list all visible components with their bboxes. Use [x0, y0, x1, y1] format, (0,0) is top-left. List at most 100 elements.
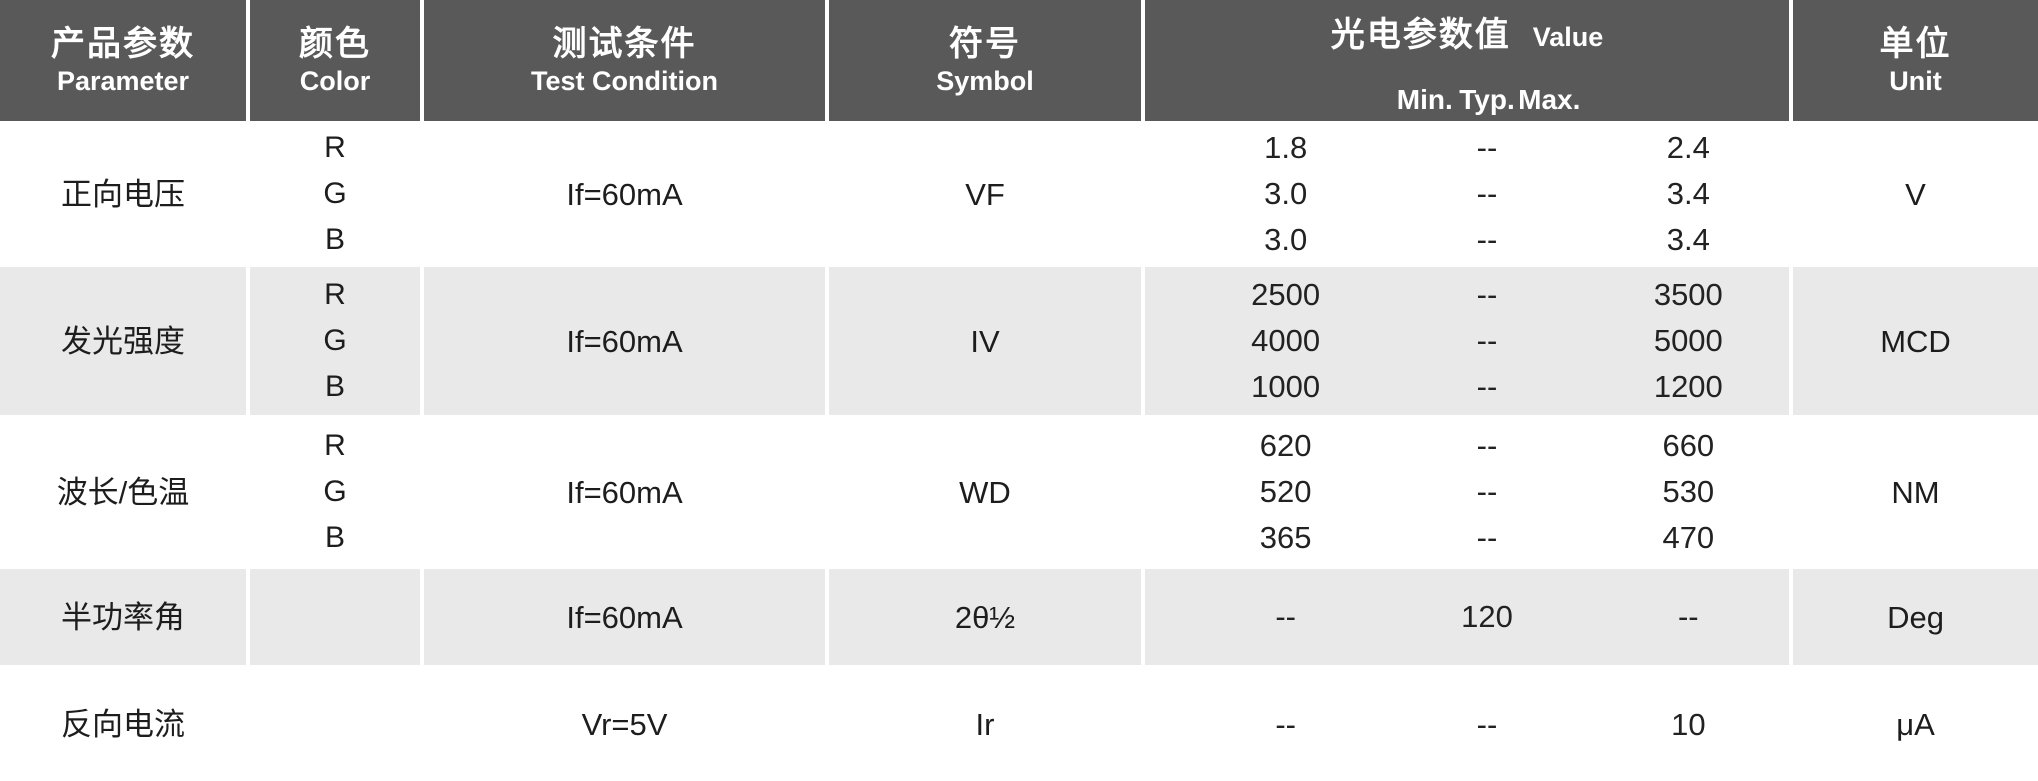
- unit-value: MCD: [1880, 323, 1951, 359]
- min-values: 2500 4000 1000: [1251, 272, 1320, 410]
- unit-value: V: [1905, 176, 1926, 212]
- value-line: R: [324, 131, 346, 164]
- header-cell-parameter: 产品参数 Parameter: [0, 0, 250, 121]
- color-cell: [250, 668, 424, 781]
- table-row: 半功率角 If=60mA 2θ½ -- 120 -- Deg: [0, 569, 2038, 665]
- max-values: 2.4 3.4 3.4: [1667, 125, 1710, 263]
- header-cell-value-group: 光电参数值 Value Min. Typ. Max.: [1145, 0, 1793, 121]
- unit-cell: V: [1793, 124, 2038, 264]
- parameter-label: 波长/色温: [56, 474, 190, 510]
- value-line: --: [1476, 428, 1498, 463]
- unit-value: Deg: [1887, 599, 1944, 635]
- unit-cell: MCD: [1793, 267, 2038, 415]
- value-line: --: [1476, 520, 1498, 555]
- value-line: 3500: [1653, 277, 1723, 312]
- header-cell-test-condition: 测试条件 Test Condition: [424, 0, 829, 121]
- value-line: 3.0: [1264, 222, 1308, 257]
- typ-values: -- -- --: [1477, 125, 1498, 263]
- typ-values: 120: [1461, 594, 1513, 640]
- min-values: 620 520 365: [1260, 423, 1312, 561]
- color-cell: [250, 569, 424, 665]
- symbol-value: VF: [965, 176, 1005, 212]
- value-line: --: [1677, 599, 1699, 634]
- typ-values: -- -- --: [1477, 272, 1498, 410]
- value-cell: -- 120 --: [1145, 569, 1793, 665]
- value-line: --: [1476, 277, 1498, 312]
- value-line: 3.4: [1666, 176, 1710, 211]
- symbol-value: Ir: [975, 707, 995, 742]
- header-parameter-en: Parameter: [56, 65, 190, 96]
- header-unit-en: Unit: [1889, 65, 1942, 96]
- header-typ: Typ.: [1459, 83, 1515, 115]
- value-line: R: [324, 278, 346, 311]
- parameter-label: 发光强度: [61, 323, 185, 359]
- value-line: --: [1476, 130, 1498, 165]
- header-unit-zh: 单位: [1879, 24, 1952, 63]
- value-line: --: [1476, 222, 1498, 257]
- symbol-value: WD: [959, 474, 1011, 510]
- min-values: --: [1275, 594, 1296, 640]
- parameter-label: 正向电压: [61, 176, 185, 212]
- header-min: Min.: [1396, 83, 1453, 115]
- symbol-value: 2θ½: [954, 599, 1016, 635]
- header-color-zh: 颜色: [299, 24, 371, 63]
- test-condition-value: Vr=5V: [581, 707, 668, 742]
- value-line: R: [324, 429, 346, 462]
- unit-value: NM: [1891, 474, 1940, 510]
- value-line: 530: [1662, 474, 1715, 509]
- value-line: G: [323, 177, 347, 210]
- parameter-cell: 发光强度: [0, 267, 250, 415]
- typ-values: -- -- --: [1477, 423, 1498, 561]
- test-condition-cell: If=60mA: [424, 124, 829, 264]
- value-line: --: [1476, 369, 1498, 404]
- table-header: 产品参数 Parameter 颜色 Color 测试条件 Test Condit…: [0, 0, 2038, 121]
- value-line: 3.0: [1264, 176, 1308, 211]
- value-cell: 2500 4000 1000 -- -- -- 3500 5000 1200: [1145, 267, 1793, 415]
- test-condition-cell: If=60mA: [424, 267, 829, 415]
- value-line: 660: [1662, 428, 1715, 463]
- symbol-cell: Ir: [829, 668, 1145, 781]
- value-line: B: [324, 370, 345, 403]
- value-line: --: [1476, 706, 1498, 742]
- header-value-title: 光电参数值 Value: [1331, 0, 1604, 74]
- value-line: --: [1476, 323, 1498, 358]
- parameter-cell: 正向电压: [0, 124, 250, 264]
- header-color-en: Color: [299, 65, 371, 96]
- header-cell-symbol: 符号 Symbol: [829, 0, 1145, 121]
- value-line: B: [324, 521, 345, 554]
- parameter-cell: 反向电流: [0, 668, 250, 781]
- typ-values: --: [1477, 702, 1498, 748]
- value-line: 620: [1259, 428, 1312, 463]
- header-parameter-zh: 产品参数: [51, 24, 195, 63]
- header-cell-unit: 单位 Unit: [1793, 0, 2038, 121]
- value-line: 365: [1259, 520, 1312, 555]
- test-condition-cell: Vr=5V: [424, 668, 829, 781]
- symbol-cell: 2θ½: [829, 569, 1145, 665]
- value-line: --: [1275, 599, 1296, 634]
- test-condition-cell: If=60mA: [424, 569, 829, 665]
- value-line: G: [323, 475, 347, 508]
- max-values: 3500 5000 1200: [1654, 272, 1723, 410]
- header-value-en: Value: [1532, 22, 1604, 52]
- header-symbol-en: Symbol: [936, 65, 1034, 96]
- unit-cell: NM: [1793, 418, 2038, 566]
- header-test-condition-en: Test Condition: [531, 65, 718, 96]
- unit-value: μA: [1896, 707, 1935, 742]
- value-line: B: [324, 223, 345, 256]
- value-line: 5000: [1653, 323, 1723, 358]
- parameter-label: 反向电流: [61, 707, 185, 742]
- header-symbol-zh: 符号: [949, 24, 1021, 63]
- value-line: --: [1275, 706, 1296, 742]
- value-line: --: [1476, 474, 1498, 509]
- value-line: 1.8: [1264, 130, 1308, 165]
- max-values: 660 530 470: [1662, 423, 1714, 561]
- header-value-subcolumns: Min. Typ. Max.: [1354, 78, 1581, 121]
- unit-cell: Deg: [1793, 569, 2038, 665]
- value-cell: 620 520 365 -- -- -- 660 530 470: [1145, 418, 1793, 566]
- value-cell: -- -- 10: [1145, 668, 1793, 781]
- value-line: 120: [1461, 599, 1513, 634]
